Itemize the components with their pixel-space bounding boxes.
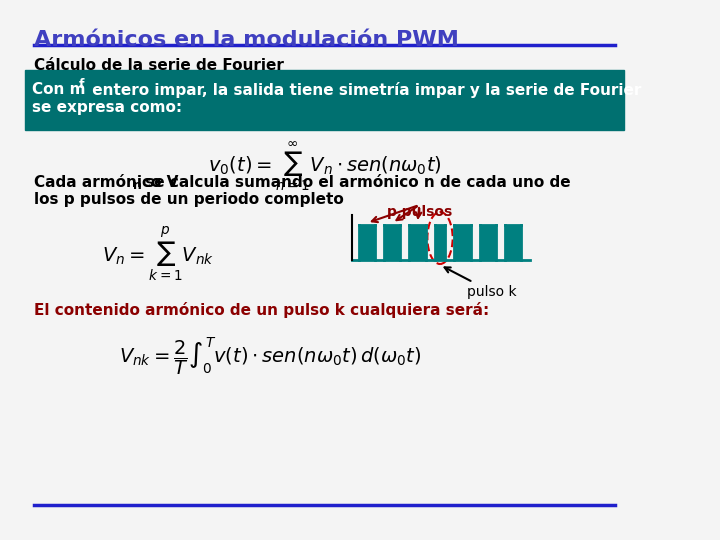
Text: p pulsos: p pulsos bbox=[387, 205, 452, 219]
Text: Con m: Con m bbox=[32, 82, 86, 97]
Bar bbox=[480, 225, 496, 260]
Bar bbox=[505, 225, 521, 260]
Bar bbox=[454, 225, 471, 260]
Text: se calcula sumando el armónico n de cada uno de: se calcula sumando el armónico n de cada… bbox=[140, 175, 570, 190]
FancyBboxPatch shape bbox=[25, 70, 624, 130]
Text: se expresa como:: se expresa como: bbox=[32, 100, 183, 115]
Bar bbox=[410, 225, 426, 260]
Text: $v_0(t) = \sum_{n=1}^{\infty} V_n \cdot sen(n\omega_0 t)$: $v_0(t) = \sum_{n=1}^{\infty} V_n \cdot … bbox=[208, 140, 441, 193]
Bar bbox=[384, 225, 400, 260]
Text: Cálculo de la serie de Fourier: Cálculo de la serie de Fourier bbox=[35, 58, 284, 73]
Text: n: n bbox=[133, 179, 143, 192]
Text: entero impar, la salida tiene simetría impar y la serie de Fourier: entero impar, la salida tiene simetría i… bbox=[86, 82, 641, 98]
Bar bbox=[435, 225, 446, 260]
Text: los p pulsos de un periodo completo: los p pulsos de un periodo completo bbox=[35, 192, 344, 207]
Text: El contenido armónico de un pulso k cualquiera será:: El contenido armónico de un pulso k cual… bbox=[35, 302, 490, 318]
Text: $V_n = \sum_{k=1}^{p} V_{nk}$: $V_n = \sum_{k=1}^{p} V_{nk}$ bbox=[102, 225, 214, 283]
Text: f: f bbox=[78, 78, 84, 91]
Text: Cada armónico V: Cada armónico V bbox=[35, 175, 179, 190]
Text: $V_{nk} = \dfrac{2}{T}\int_0^T v(t)\cdot sen(n\omega_0 t)\,d(\omega_0 t)$: $V_{nk} = \dfrac{2}{T}\int_0^T v(t)\cdot… bbox=[120, 335, 422, 377]
Text: Armónicos en la modulación PWM: Armónicos en la modulación PWM bbox=[35, 30, 459, 50]
Text: pulso k: pulso k bbox=[444, 267, 517, 299]
Bar bbox=[359, 225, 375, 260]
